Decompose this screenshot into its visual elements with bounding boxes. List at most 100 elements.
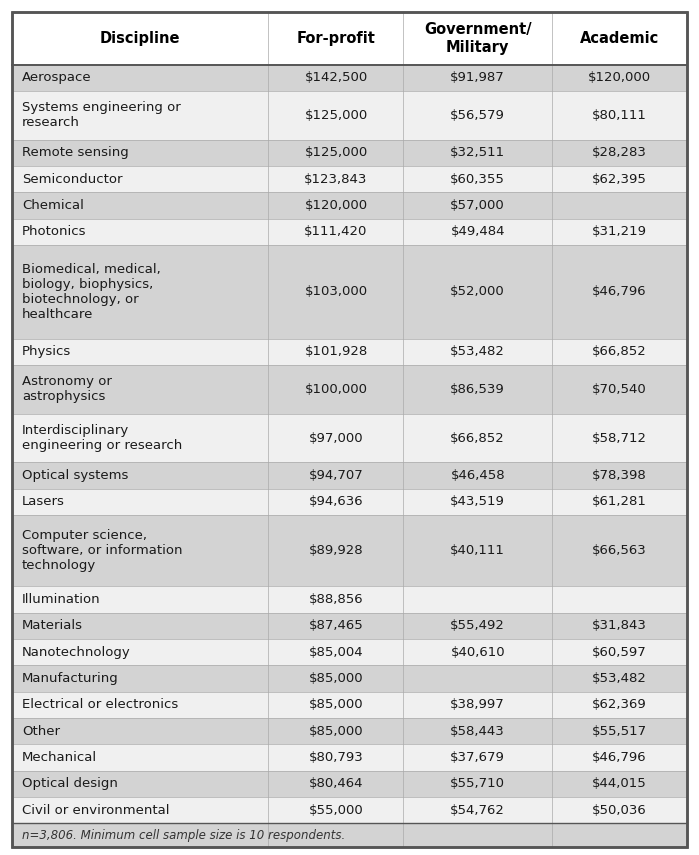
Text: $28,283: $28,283	[592, 146, 647, 159]
Text: $62,395: $62,395	[592, 173, 647, 186]
Bar	[12, 365, 687, 414]
Text: Remote sensing: Remote sensing	[22, 146, 129, 159]
Text: $94,636: $94,636	[309, 495, 363, 509]
Bar	[12, 692, 687, 718]
Text: $43,519: $43,519	[450, 495, 505, 509]
Text: $37,679: $37,679	[450, 751, 505, 764]
Text: Optical design: Optical design	[22, 777, 118, 790]
Text: $38,997: $38,997	[450, 699, 505, 711]
Text: Aerospace: Aerospace	[22, 71, 92, 85]
Text: $80,464: $80,464	[309, 777, 363, 790]
Bar	[12, 414, 687, 463]
Text: $66,852: $66,852	[592, 345, 647, 358]
Bar	[12, 665, 687, 692]
Text: Biomedical, medical,
biology, biophysics,
biotechnology, or
healthcare: Biomedical, medical, biology, biophysics…	[22, 262, 161, 321]
Bar	[12, 166, 687, 192]
Bar	[12, 770, 687, 797]
Text: $120,000: $120,000	[588, 71, 651, 85]
Bar	[12, 139, 687, 166]
Text: $40,111: $40,111	[450, 544, 505, 557]
Text: $85,004: $85,004	[309, 646, 363, 658]
Bar	[12, 823, 687, 847]
Text: $85,000: $85,000	[309, 724, 363, 738]
Bar	[12, 339, 687, 365]
Bar	[12, 639, 687, 665]
Text: $62,369: $62,369	[592, 699, 647, 711]
Text: $54,762: $54,762	[450, 804, 505, 817]
Text: $111,420: $111,420	[304, 226, 368, 239]
Bar	[12, 192, 687, 219]
Text: $103,000: $103,000	[305, 286, 368, 298]
Text: Photonics: Photonics	[22, 226, 87, 239]
Text: $53,482: $53,482	[592, 672, 647, 685]
Text: $94,707: $94,707	[309, 469, 363, 482]
Text: $58,443: $58,443	[450, 724, 505, 738]
Text: $91,987: $91,987	[450, 71, 505, 85]
Text: $70,540: $70,540	[592, 383, 647, 396]
Text: $46,458: $46,458	[450, 469, 505, 482]
Text: Electrical or electronics: Electrical or electronics	[22, 699, 178, 711]
Text: For-profit: For-profit	[296, 31, 375, 46]
Text: $57,000: $57,000	[450, 199, 505, 212]
Text: Materials: Materials	[22, 619, 83, 632]
Text: $55,000: $55,000	[309, 804, 363, 817]
Text: Chemical: Chemical	[22, 199, 84, 212]
Text: $78,398: $78,398	[592, 469, 647, 482]
Bar	[12, 219, 687, 245]
Text: $40,610: $40,610	[450, 646, 505, 658]
Text: n=3,806. Minimum cell sample size is 10 respondents.: n=3,806. Minimum cell sample size is 10 …	[22, 828, 345, 841]
Text: $50,036: $50,036	[592, 804, 647, 817]
Text: $125,000: $125,000	[304, 146, 368, 159]
Text: Mechanical: Mechanical	[22, 751, 97, 764]
Text: $55,517: $55,517	[592, 724, 647, 738]
Text: Physics: Physics	[22, 345, 71, 358]
Text: Government/
Military: Government/ Military	[424, 21, 531, 55]
Bar	[12, 718, 687, 744]
Bar	[12, 489, 687, 515]
Bar	[12, 245, 687, 339]
Text: $32,511: $32,511	[450, 146, 505, 159]
Text: $55,710: $55,710	[450, 777, 505, 790]
Text: Discipline: Discipline	[100, 31, 180, 46]
Bar	[12, 65, 687, 91]
Text: $120,000: $120,000	[305, 199, 368, 212]
Text: $66,852: $66,852	[450, 432, 505, 445]
Text: Other: Other	[22, 724, 60, 738]
Text: $31,219: $31,219	[592, 226, 647, 239]
Text: $61,281: $61,281	[592, 495, 647, 509]
Text: $66,563: $66,563	[592, 544, 647, 557]
Text: Interdisciplinary
engineering or research: Interdisciplinary engineering or researc…	[22, 424, 182, 452]
Text: Astronomy or
astrophysics: Astronomy or astrophysics	[22, 375, 112, 404]
Text: Systems engineering or
research: Systems engineering or research	[22, 102, 181, 129]
Text: Nanotechnology: Nanotechnology	[22, 646, 131, 658]
Text: $97,000: $97,000	[309, 432, 363, 445]
Text: $60,597: $60,597	[592, 646, 647, 658]
Text: Optical systems: Optical systems	[22, 469, 129, 482]
Text: $55,492: $55,492	[450, 619, 505, 632]
Text: $88,856: $88,856	[309, 593, 363, 606]
Text: Lasers: Lasers	[22, 495, 65, 509]
Text: $86,539: $86,539	[450, 383, 505, 396]
Text: $89,928: $89,928	[309, 544, 363, 557]
Text: Illumination: Illumination	[22, 593, 101, 606]
Bar	[12, 587, 687, 612]
Bar	[12, 744, 687, 770]
Bar	[12, 797, 687, 823]
Text: $85,000: $85,000	[309, 672, 363, 685]
Text: $80,111: $80,111	[592, 109, 647, 122]
Text: $123,843: $123,843	[304, 173, 368, 186]
Text: $44,015: $44,015	[592, 777, 647, 790]
Text: $101,928: $101,928	[304, 345, 368, 358]
Text: $60,355: $60,355	[450, 173, 505, 186]
Text: $53,482: $53,482	[450, 345, 505, 358]
Text: $58,712: $58,712	[592, 432, 647, 445]
Text: Academic: Academic	[580, 31, 659, 46]
Bar	[12, 12, 687, 65]
Text: $46,796: $46,796	[592, 286, 647, 298]
Text: $52,000: $52,000	[450, 286, 505, 298]
Text: $46,796: $46,796	[592, 751, 647, 764]
Text: Manufacturing: Manufacturing	[22, 672, 119, 685]
Text: $142,500: $142,500	[304, 71, 368, 85]
Text: $125,000: $125,000	[304, 109, 368, 122]
Text: $80,793: $80,793	[309, 751, 363, 764]
